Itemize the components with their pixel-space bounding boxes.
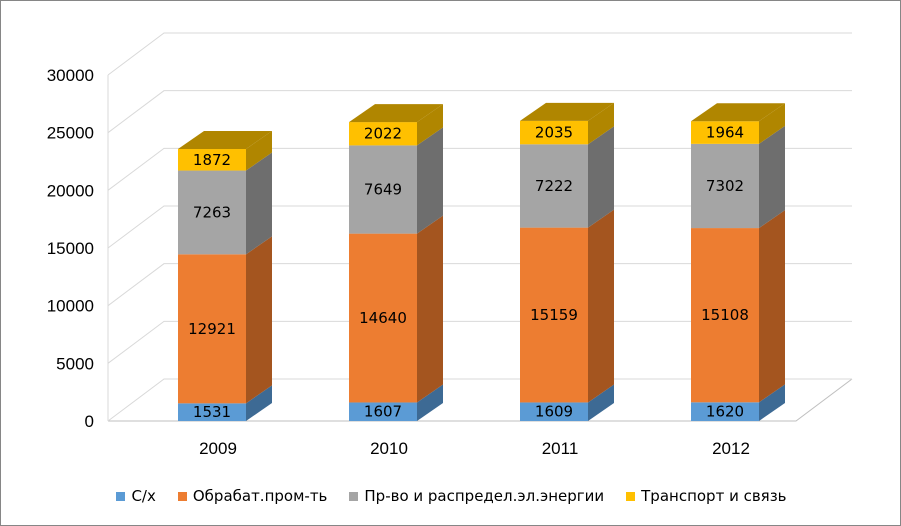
legend-label: Обрабат.пром-ть [192, 487, 328, 505]
x-tick-label: 2009 [199, 439, 237, 458]
chart-legend: С/х Обрабат.пром-ть Пр-во и распредел.эл.э… [1, 484, 901, 508]
bar-segment [349, 122, 417, 146]
legend-swatch [349, 491, 359, 501]
legend-item: Пр-во и распредел.эл.энергии [349, 487, 604, 505]
bar-segment [691, 121, 759, 144]
bar-segment-side [588, 384, 614, 421]
legend-item: С/х [116, 487, 156, 505]
bar-stack: 1531 12921 7263 1872 [178, 130, 272, 421]
data-label: 7302 [706, 177, 744, 195]
bar-segment-side [417, 127, 443, 234]
x-tick-label: 2010 [370, 439, 408, 458]
bar-stack: 1620 15108 7302 1964 [691, 103, 785, 421]
y-tick-label: 10000 [47, 297, 94, 316]
bar-segment [691, 228, 759, 403]
bar-segment [178, 170, 246, 255]
data-label: 14640 [359, 309, 407, 327]
bar-segment [178, 148, 246, 171]
bar-segment [691, 143, 759, 229]
legend-swatch [626, 491, 636, 501]
bar-segment-side [759, 103, 785, 144]
y-tick-label: 30000 [47, 66, 94, 85]
bar-segment [178, 403, 246, 421]
bar-segment-side [588, 209, 614, 403]
data-label: 1607 [364, 403, 402, 421]
data-label: 7263 [193, 203, 231, 221]
bar-segment-side [246, 236, 272, 404]
bar-segment-side [246, 152, 272, 255]
bar-segment [520, 402, 588, 421]
data-label: 1531 [193, 403, 231, 421]
y-axis-ticks: 0 5000 10000 15000 20000 25000 30000 [47, 66, 94, 431]
data-label: 1872 [193, 151, 231, 169]
gridline [107, 320, 852, 364]
data-label: 1620 [706, 403, 744, 421]
data-label: 15159 [530, 306, 578, 324]
floor-edge [108, 378, 853, 422]
data-label: 1964 [706, 124, 744, 142]
data-label: 12921 [188, 320, 236, 338]
chart-gridlines [107, 32, 852, 422]
legend-item: Обрабат.пром-ть [177, 487, 328, 505]
data-label: 15108 [701, 306, 749, 324]
bar-segment [178, 254, 246, 404]
legend-swatch [116, 491, 126, 501]
chart-bars: 1531 12921 7263 1872 1607 14640 7649 2022 1609 15… [178, 102, 785, 421]
bar-segment-side [417, 384, 443, 421]
y-tick-label: 25000 [47, 124, 94, 143]
bar-segment [691, 402, 759, 421]
gridline [107, 90, 852, 134]
bar-segment [520, 227, 588, 403]
bar-top [520, 102, 614, 121]
bar-stack: 1607 14640 7649 2022 [349, 104, 443, 421]
data-label: 7649 [364, 181, 402, 199]
gridline [107, 263, 852, 307]
bar-segment [349, 233, 417, 403]
legend-label: Пр-во и распредел.эл.энергии [364, 487, 605, 505]
bar-segment-side [246, 130, 272, 171]
gridline [107, 32, 852, 76]
y-tick-label: 0 [85, 412, 94, 431]
bar-segment-side [246, 385, 272, 421]
x-tick-label: 2012 [712, 439, 750, 458]
x-axis-ticks: 2009 2010 2011 2012 [199, 439, 750, 458]
bar-segment [349, 402, 417, 421]
data-label: 7222 [535, 177, 573, 195]
bar-segment-side [588, 126, 614, 228]
bar-segment-side [417, 215, 443, 403]
bar-segment-side [759, 384, 785, 421]
legend-label: Транспорт и связь [641, 487, 787, 505]
legend-label: С/х [131, 487, 156, 505]
bar-top [349, 104, 443, 123]
y-tick-label: 20000 [47, 181, 94, 200]
legend-item: Транспорт и связь [626, 487, 787, 505]
gridline [107, 205, 852, 249]
data-label: 1609 [535, 403, 573, 421]
bar-segment [520, 120, 588, 145]
gridline [107, 378, 852, 422]
y-tick-label: 5000 [56, 354, 94, 373]
y-tick-label: 15000 [47, 239, 94, 258]
bar-segment-side [759, 125, 785, 229]
bar-top [691, 103, 785, 122]
bar-top [178, 130, 272, 149]
legend-swatch [177, 491, 187, 501]
bar-segment-side [588, 102, 614, 145]
x-tick-label: 2011 [542, 439, 579, 458]
bar-segment [520, 144, 588, 228]
bar-segment-side [759, 210, 785, 403]
bar-segment-side [417, 104, 443, 146]
bar-stack: 1609 15159 7222 2035 [520, 102, 614, 421]
data-label: 2035 [535, 124, 573, 142]
data-label: 2022 [364, 125, 402, 143]
bar-segment [349, 145, 417, 234]
gridline [107, 147, 852, 191]
